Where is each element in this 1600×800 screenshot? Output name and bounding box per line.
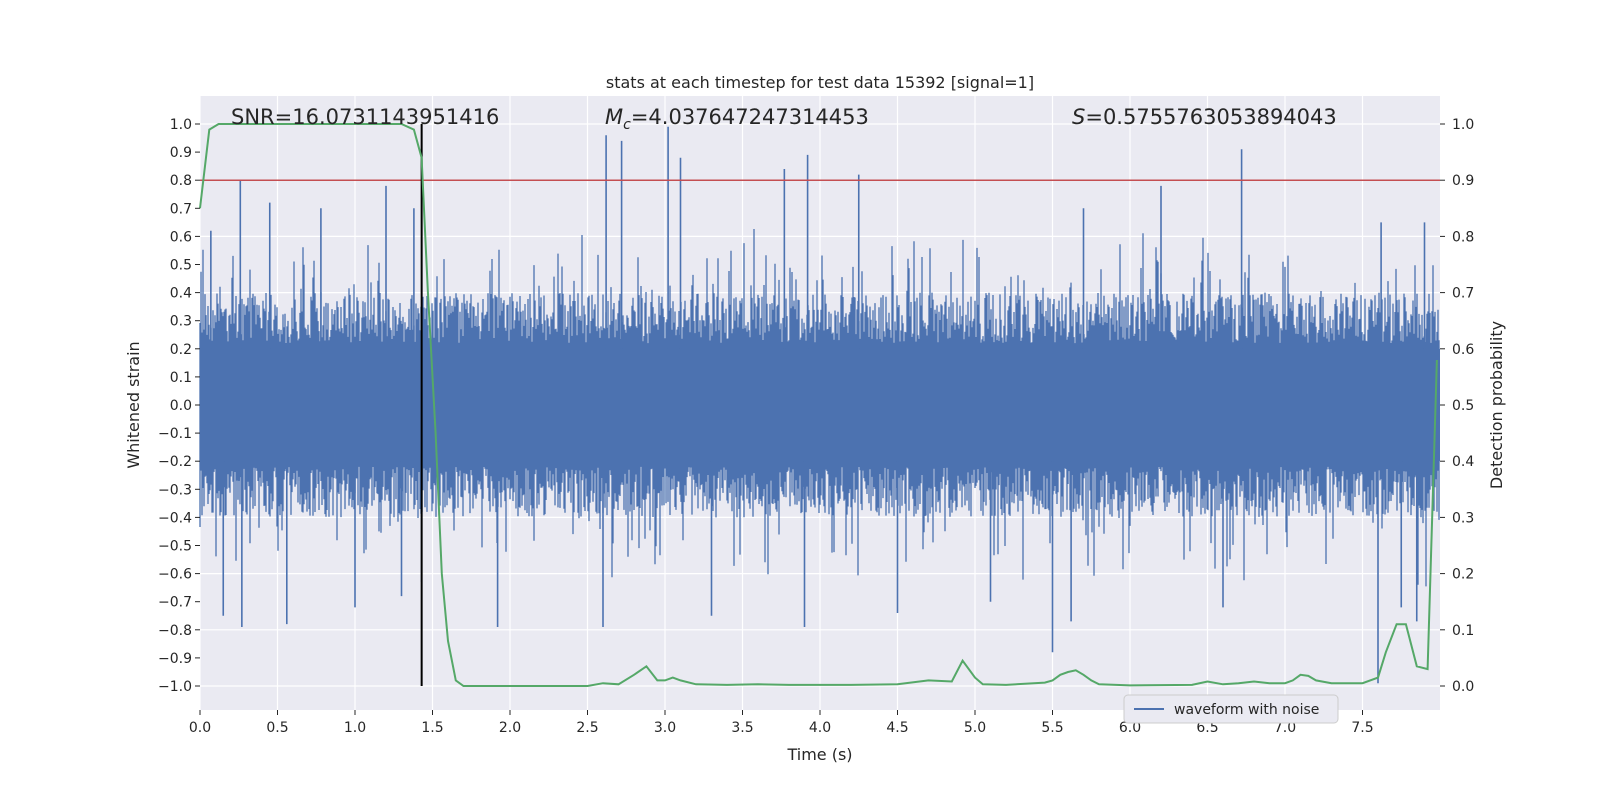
chart-title: stats at each timestep for test data 153…	[606, 73, 1034, 92]
y-right-tick-label: 0.9	[1452, 173, 1474, 189]
y-tick-label: 0.2	[170, 342, 192, 358]
y-tick-label: −0.2	[158, 454, 192, 470]
spin-annotation: S=0.5755763053894043	[1072, 105, 1337, 129]
chirp-mass-symbol: M	[605, 105, 623, 129]
y-axis-right-ticks: 1.0 0.9 0.8 0.7 0.6 0.5 0.4 0.3 0.2 0.1 0.0	[1440, 117, 1474, 695]
x-tick-label: 2.5	[576, 720, 598, 736]
x-tick-label: 3.5	[731, 720, 753, 736]
y-right-tick-label: 0.2	[1452, 567, 1474, 583]
y-right-tick-label: 0.6	[1452, 342, 1474, 358]
y-right-tick-label: 1.0	[1452, 117, 1474, 133]
x-tick-label: 3.0	[654, 720, 676, 736]
y-tick-label: −1.0	[158, 679, 192, 695]
x-tick-label: 7.5	[1351, 720, 1373, 736]
y-tick-label: −0.4	[158, 510, 192, 526]
chirp-mass-subscript: c	[623, 117, 631, 133]
legend: waveform with noise	[1123, 694, 1339, 724]
y-right-tick-label: 0.3	[1452, 510, 1474, 526]
y-axis-label: Whitened strain	[124, 341, 143, 468]
snr-annotation: SNR=16.0731143951416	[231, 105, 499, 129]
x-tick-label: 5.5	[1041, 720, 1063, 736]
y-axis-right-label: Detection probability	[1487, 321, 1506, 489]
y-tick-label: 0.8	[170, 173, 192, 189]
chirp-mass-value: =4.037647247314453	[631, 105, 869, 129]
x-tick-label: 4.5	[886, 720, 908, 736]
waveform-dense-band	[200, 348, 1440, 462]
legend-box	[1123, 694, 1339, 724]
spin-value: =0.5755763053894043	[1085, 105, 1336, 129]
x-tick-label: 1.0	[344, 720, 366, 736]
y-tick-label: 0.5	[170, 258, 192, 274]
y-tick-label: −0.8	[158, 623, 192, 639]
y-right-tick-label: 0.4	[1452, 454, 1474, 470]
x-tick-label: 4.0	[809, 720, 831, 736]
y-tick-label: −0.3	[158, 482, 192, 498]
y-tick-label: 0.1	[170, 370, 192, 386]
y-tick-label: 0.6	[170, 229, 192, 245]
y-tick-label: −0.1	[158, 426, 192, 442]
x-tick-label: 0.0	[189, 720, 211, 736]
legend-label: waveform with noise	[1174, 702, 1319, 718]
x-tick-label: 1.5	[421, 720, 443, 736]
x-axis-label: Time (s)	[786, 745, 852, 764]
y-right-tick-label: 0.7	[1452, 286, 1474, 302]
spin-symbol: S	[1072, 105, 1085, 129]
y-tick-label: 0.4	[170, 286, 192, 302]
x-tick-label: 6.0	[1119, 720, 1141, 736]
y-tick-label: −0.9	[158, 651, 192, 667]
x-tick-label: 0.5	[266, 720, 288, 736]
chirp-mass-annotation: Mc=4.037647247314453	[605, 105, 869, 133]
x-tick-label: 5.0	[964, 720, 986, 736]
y-tick-label: 0.3	[170, 314, 192, 330]
x-axis-ticks: 0.0 0.5 1.0 1.5 2.0 2.5 3.0 3.5 4.0 4.5 5.0 5.5 6.0 6…	[189, 710, 1374, 736]
y-tick-label: 0.7	[170, 201, 192, 217]
waveform-noise-series	[199, 229, 1440, 587]
y-right-tick-label: 0.8	[1452, 229, 1474, 245]
x-tick-label: 7.0	[1274, 720, 1296, 736]
x-tick-label: 6.5	[1196, 720, 1218, 736]
y-tick-label: 0.0	[170, 398, 192, 414]
y-axis-ticks: 1.0 0.9 0.8 0.7 0.6 0.5 0.4 0.3 0.2 0.1 0.0 −0.1 −0.…	[158, 117, 200, 695]
y-right-tick-label: 0.1	[1452, 623, 1474, 639]
y-right-tick-label: 0.5	[1452, 398, 1474, 414]
y-tick-label: −0.5	[158, 539, 192, 555]
y-right-tick-label: 0.0	[1452, 679, 1474, 695]
detection-probability-line	[199, 123, 1438, 687]
x-tick-label: 2.0	[499, 720, 521, 736]
y-tick-label: −0.7	[158, 595, 192, 611]
y-tick-label: 0.9	[170, 145, 192, 161]
y-tick-label: −0.6	[158, 567, 192, 583]
y-tick-label: 1.0	[170, 117, 192, 133]
